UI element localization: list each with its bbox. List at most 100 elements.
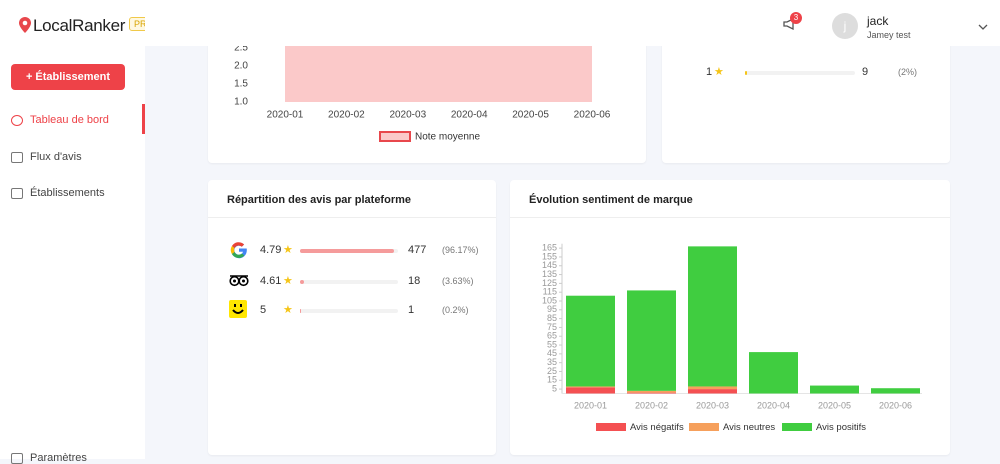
add-establishment-button[interactable]: + Établissement [11,64,125,90]
platforms-card: Répartition des avis par plateforme 4.79… [208,180,496,455]
platform-rating: 5 [260,304,266,316]
platform-bar [300,249,394,253]
sidebar: LocalRanker PRO + Établissement Tableau … [0,0,145,459]
x-tick-label: 2020-06 [574,110,611,121]
star-icon: ★ [283,243,293,256]
platform-rating: 4.61 [260,275,281,287]
x-tick-label: 2020-04 [451,110,488,121]
star-icon: ★ [283,303,293,316]
y-tick-label: 145 [542,260,557,270]
x-tick-label: 2020-02 [328,110,365,121]
y-tick-label: 1.0 [234,97,248,108]
y-tick-label: 115 [543,287,557,297]
y-tick-label: 25 [547,366,557,376]
user-name: jack [867,14,888,28]
rating-bar-track [745,71,855,75]
x-tick-label: 2020-05 [818,400,851,410]
logo-pin [19,17,31,33]
nav-item[interactable]: Paramètres [30,452,87,464]
star-icon: ★ [283,274,293,287]
y-tick-label: 2.0 [234,61,248,72]
bar-segment [627,393,676,394]
rating-bar [745,71,747,75]
pagesjaunes-icon [229,300,247,318]
y-tick-label: 165 [542,243,557,253]
x-tick-label: 2020-06 [879,400,912,410]
bar-segment [627,391,676,393]
bar-segment [566,386,615,387]
y-tick-label: 5 [552,383,557,393]
nav-icon [11,152,23,163]
x-tick-label: 2020-04 [757,400,790,410]
y-tick-label: 45 [547,348,557,358]
y-tick-label: 75 [547,322,557,332]
google-icon [229,240,249,260]
platform-bar [300,280,304,284]
nav-icon [11,115,23,126]
bar-segment [688,386,737,389]
rating-stars: 1 [706,66,712,78]
platform-percent: (0.2%) [442,305,469,315]
rating-distribution-card: 1 ★ 9 (2%) [662,30,950,163]
bar-segment [688,246,737,386]
platform-percent: (96.17%) [442,245,479,255]
chart-title: Évolution sentiment de marque [529,193,693,206]
legend-label: Avis neutres [723,422,775,433]
y-tick-label: 15 [547,375,557,385]
legend-swatch [689,423,719,431]
bar-segment [749,352,798,393]
brand-name: LocalRanker [33,16,125,36]
bar-segment [871,388,920,393]
nav-item[interactable]: Tableau de bord [30,114,109,126]
legend-swatch [596,423,626,431]
bar-segment [688,389,737,393]
bar-segment [566,296,615,387]
legend-label: Note moyenne [415,132,480,143]
platform-rating: 4.79 [260,244,281,256]
rating-count: 9 [862,66,868,78]
bar-segment [566,387,615,393]
y-tick-label: 85 [547,313,557,323]
legend-label: Avis positifs [816,422,866,433]
platform-bar-track [300,309,398,313]
rating-percent: (2%) [898,67,917,77]
x-tick-label: 2020-03 [389,110,426,121]
y-tick-label: 125 [542,278,557,288]
y-tick-label: 155 [542,251,557,261]
x-tick-label: 2020-01 [574,400,607,410]
platform-count: 18 [408,275,420,287]
bar-segment [810,386,859,394]
avatar[interactable]: j [832,13,858,39]
legend-label: Avis négatifs [630,422,684,433]
dropdown-chevron[interactable] [978,24,988,30]
bar-segment [627,290,676,390]
legend-swatch [380,132,410,141]
active-indicator [142,104,145,134]
platform-count: 477 [408,244,426,256]
divider [208,217,496,218]
legend-swatch [782,423,812,431]
x-tick-label: 2020-01 [267,110,304,121]
x-tick-label: 2020-05 [512,110,549,121]
platform-count: 1 [408,304,414,316]
y-tick-label: 35 [547,357,557,367]
nav-item[interactable]: Flux d'avis [30,151,82,163]
x-tick-label: 2020-02 [635,400,668,410]
platform-bar-track [300,280,398,284]
nav-item[interactable]: Établissements [30,187,105,199]
x-tick-label: 2020-03 [696,400,729,410]
card-title: Répartition des avis par plateforme [227,194,411,206]
star-icon: ★ [714,65,724,78]
y-tick-label: 55 [547,339,557,349]
y-tick-label: 95 [547,304,557,314]
tripadvisor-icon [229,272,249,288]
notification-badge: 3 [790,12,802,24]
nav-icon [11,188,23,199]
account-name: Jamey test [867,30,911,40]
top-bar: 3 j jack Jamey test [145,0,1000,46]
y-tick-label: 1.5 [234,79,248,90]
platform-bar-track [300,249,398,253]
y-tick-label: 135 [542,269,557,279]
